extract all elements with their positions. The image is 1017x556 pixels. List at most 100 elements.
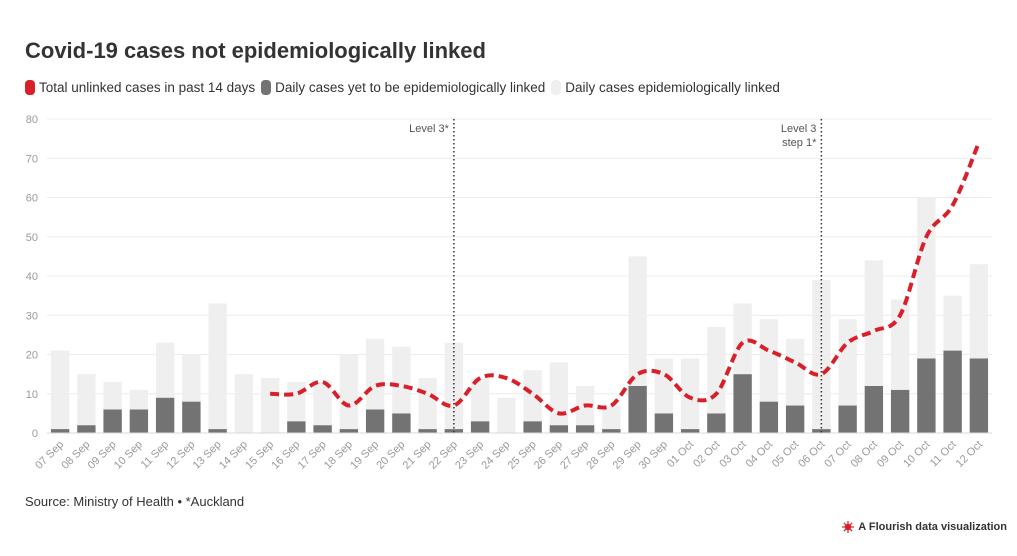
x-tick-label: 09 Sep <box>86 439 119 472</box>
bar <box>707 413 726 433</box>
legend-label: Daily cases epidemiologically linked <box>565 80 780 95</box>
bar <box>733 374 752 433</box>
x-tick-label: 07 Sep <box>33 439 66 472</box>
legend-label: Total unlinked cases in past 14 days <box>39 80 256 95</box>
bar <box>155 342 175 398</box>
x-tick-label: 09 Oct <box>875 439 906 470</box>
x-tick-label: 08 Oct <box>849 439 880 470</box>
x-tick-label: 12 Oct <box>954 439 985 470</box>
legend-item-total-unlinked[interactable]: Total unlinked cases in past 14 days <box>25 80 255 95</box>
flourish-credit-text: A Flourish data visualization <box>858 521 1007 533</box>
bar <box>575 425 595 433</box>
bar <box>628 256 647 386</box>
legend-label: Daily cases yet to be epidemiologically … <box>275 80 546 95</box>
x-tick-label: 11 Oct <box>928 439 959 470</box>
chart-title: Covid-19 cases not epidemiologically lin… <box>25 38 486 63</box>
y-tick-label: 70 <box>26 153 38 165</box>
bar <box>838 319 857 406</box>
x-tick-label: 15 Sep <box>243 439 276 472</box>
bar <box>943 295 962 351</box>
legend-swatch-red <box>25 80 35 95</box>
source-note: Source: Ministry of Health • *Auckland <box>25 494 245 509</box>
legend-item-yet-to-be-linked[interactable]: Daily cases yet to be epidemiologically … <box>261 80 545 95</box>
bar <box>208 429 227 433</box>
bar <box>680 429 700 433</box>
bar <box>77 425 96 433</box>
x-tick-label: 10 Sep <box>112 439 145 472</box>
y-tick-label: 0 <box>32 428 38 440</box>
x-tick-label: 22 Sep <box>427 439 460 472</box>
x-tick-label: 20 Sep <box>374 439 407 472</box>
bar <box>129 409 149 433</box>
bar <box>365 409 385 433</box>
x-tick-label: 13 Sep <box>191 439 224 472</box>
bar <box>654 358 674 414</box>
x-tick-label: 07 Oct <box>822 439 853 470</box>
bar <box>470 378 490 422</box>
bar <box>549 425 569 433</box>
bar <box>313 381 332 426</box>
bar <box>917 197 936 359</box>
bar <box>208 303 227 430</box>
y-tick-label: 20 <box>26 350 38 362</box>
bar <box>628 385 647 433</box>
legend-item-linked[interactable]: Daily cases epidemiologically linked <box>551 80 780 95</box>
x-tick-label: 03 Oct <box>717 439 748 470</box>
bar <box>864 385 884 433</box>
x-tick-label: 19 Sep <box>348 439 381 472</box>
legend: Total unlinked cases in past 14 days Dai… <box>25 80 786 95</box>
x-tick-label: 24 Sep <box>479 439 512 472</box>
bar <box>287 381 306 422</box>
flourish-credit[interactable]: A Flourish data visualization <box>842 521 1007 533</box>
bar <box>103 381 122 410</box>
bar <box>733 303 752 375</box>
bar <box>339 429 359 433</box>
y-tick-label: 60 <box>26 193 38 205</box>
x-tick-label: 10 Oct <box>901 439 932 470</box>
bar <box>602 405 621 430</box>
y-tick-label: 30 <box>26 310 38 322</box>
bar <box>392 413 411 433</box>
bar <box>50 429 70 433</box>
annotation-label: Level 3* <box>409 123 449 135</box>
x-tick-label: 08 Sep <box>59 439 92 472</box>
bar <box>365 338 385 410</box>
annotation-label: step 1* <box>782 137 817 149</box>
x-tick-label: 18 Sep <box>322 439 355 472</box>
bar <box>129 389 149 410</box>
bar <box>103 409 122 433</box>
bar <box>812 279 831 430</box>
bar <box>50 350 70 430</box>
bar <box>759 319 779 402</box>
x-tick-label: 25 Sep <box>506 439 539 472</box>
x-tick-label: 06 Oct <box>796 439 827 470</box>
bar <box>260 378 280 433</box>
legend-swatch-light <box>551 80 562 95</box>
x-tick-label: 01 Oct <box>665 439 696 470</box>
bar <box>77 374 96 426</box>
bar <box>470 421 490 433</box>
x-tick-label: 04 Oct <box>744 439 775 470</box>
bar <box>523 370 542 422</box>
x-tick-label: 05 Oct <box>770 439 801 470</box>
x-tick-label: 17 Sep <box>296 439 329 472</box>
x-tick-label: 21 Sep <box>401 439 434 472</box>
bar <box>523 421 542 433</box>
x-tick-label: 12 Sep <box>164 439 197 472</box>
series-line-total-unlinked <box>270 141 981 416</box>
bar <box>182 401 201 433</box>
bar <box>418 429 437 433</box>
bar <box>785 338 805 406</box>
x-tick-label: 23 Sep <box>453 439 486 472</box>
bar <box>339 354 359 430</box>
chart-plot: 0 10 20 30 40 50 60 70 80 Level 3* Level 3 step 1* 0… <box>26 114 992 472</box>
x-tick-label: 27 Sep <box>558 439 591 472</box>
bar <box>182 354 201 402</box>
bar <box>602 429 621 433</box>
flourish-logo-icon <box>842 521 855 533</box>
bar <box>234 374 254 433</box>
y-tick-label: 10 <box>26 389 38 401</box>
x-tick-label: 29 Sep <box>611 439 644 472</box>
bar <box>287 421 306 433</box>
x-tick-label: 26 Sep <box>532 439 565 472</box>
